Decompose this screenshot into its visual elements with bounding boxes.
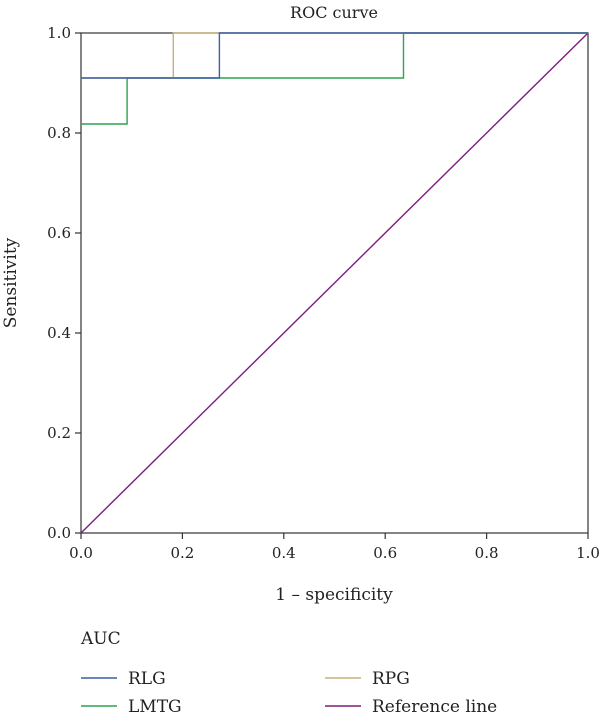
plot-area: 0.0 0.2 0.4 0.6 0.8 1.0 0.0 0.2 0.4 0.6 0.8 1.0 — [47, 24, 600, 562]
y-tick-label: 0.4 — [47, 324, 71, 342]
x-tick-label: 0.8 — [475, 544, 499, 562]
legend-title: AUC — [80, 629, 121, 649]
x-axis-label: 1 – specificity — [275, 585, 393, 605]
chart-title: ROC curve — [290, 3, 378, 22]
y-tick-label: 1.0 — [47, 24, 71, 42]
y-tick-label: 0.8 — [47, 124, 71, 142]
y-axis-label: Sensitivity — [1, 237, 21, 328]
x-tick-label: 0.0 — [69, 544, 93, 562]
series-line-rpg — [81, 32, 588, 79]
y-tick-label: 0.2 — [47, 424, 71, 442]
legend-label-rpg: RPG — [372, 669, 410, 689]
y-tick-label: 0.6 — [47, 224, 71, 242]
x-tick-label: 0.2 — [170, 544, 194, 562]
series-line-rlg — [81, 32, 588, 79]
x-tick-label: 0.6 — [373, 544, 397, 562]
series-line-reference-line — [80, 32, 589, 534]
legend: RLG RPG LMTG Reference line — [81, 669, 497, 717]
y-tick-label: 0.0 — [47, 524, 71, 542]
legend-label-reference-line: Reference line — [372, 697, 497, 717]
legend-label-lmtg: LMTG — [128, 697, 182, 717]
legend-label-rlg: RLG — [128, 669, 166, 689]
x-tick-label: 0.4 — [272, 544, 296, 562]
x-tick-label: 1.0 — [576, 544, 600, 562]
